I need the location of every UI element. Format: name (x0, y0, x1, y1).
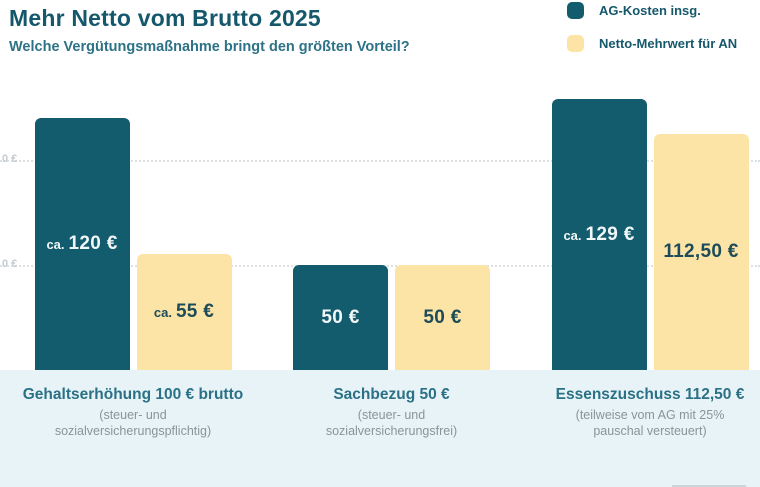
bar-value-number: 50 € (423, 306, 462, 328)
gridline-100-eur (0, 160, 760, 162)
approx-prefix: ca. (563, 227, 582, 243)
bar-netto-mehrwert-group-3: 112,50 € (653, 134, 749, 370)
bar-netto-mehrwert-group-1: ca. 55 € (136, 254, 232, 370)
category-title: Gehaltserhöhung 100 € brutto (22, 386, 244, 403)
approx-prefix: ca. (46, 237, 65, 252)
category-note: (steuer- und (357, 408, 426, 422)
bar-value-label: ca. 120 € (46, 233, 117, 255)
cropped-watermark (672, 485, 746, 487)
y-tick-label-cropped: 0 € (2, 153, 18, 166)
page-title: Mehr Netto vom Brutto 2025 (9, 5, 321, 31)
approx-prefix: ca. (153, 305, 172, 320)
bar-value-number: 50 € (321, 306, 360, 328)
bar-value-label: 50 € (423, 307, 461, 329)
category-label-group-2: Sachbezug 50 € (steuer- und sozialversiche… (257, 386, 527, 439)
category-title: Sachbezug 50 € (333, 386, 450, 403)
legend-item-ag-kosten: AG-Kosten insg. (567, 2, 737, 19)
legend-item-netto-mehrwert: Netto-Mehrwert für AN (567, 35, 737, 52)
legend-swatch-dark-icon (567, 2, 584, 19)
plot-area: 0 € 0 € ca. 120 € ca. 55 €50 €50 € ca. 129 €1… (0, 99, 760, 370)
bar-value-label: 112,50 € (663, 241, 738, 263)
legend-label: AG-Kosten insg. (599, 3, 701, 18)
category-title: Essenszuschuss 112,50 € (555, 386, 745, 403)
bar-netto-mehrwert-group-2: 50 € (395, 265, 490, 370)
category-note: (teilweise vom AG mit 25% (575, 408, 725, 422)
bar-value-label: 50 € (321, 307, 359, 329)
bar-value-label: ca. 129 € (563, 224, 634, 246)
page-subtitle: Welche Vergütungsmaßnahme bringt den grö… (9, 39, 410, 55)
bar-ag-kosten-group-2: 50 € (293, 265, 388, 370)
bar-value-label: ca. 55 € (154, 301, 214, 323)
category-note: sozialversicherungspflichtig) (54, 424, 212, 438)
bar-value-number: 112,50 € (663, 241, 739, 262)
category-note: (steuer- und (99, 408, 167, 422)
y-tick-label-cropped: 0 € (2, 258, 18, 271)
legend: AG-Kosten insg. Netto-Mehrwert für AN (567, 2, 737, 68)
bar-ag-kosten-group-3: ca. 129 € (551, 99, 647, 370)
category-footer-band: Gehaltserhöhung 100 € brutto (steuer- und… (0, 370, 760, 487)
bar-ag-kosten-group-1: ca. 120 € (34, 118, 130, 370)
category-label-group-3: Essenszuschuss 112,50 € (teilweise vom AG… (515, 386, 760, 439)
category-note: pauschal versteuert) (593, 424, 707, 438)
bar-value-number: 55 € (175, 301, 215, 322)
category-label-group-1: Gehaltserhöhung 100 € brutto (steuer- und… (0, 386, 268, 439)
legend-swatch-yellow-icon (567, 35, 584, 52)
legend-label: Netto-Mehrwert für AN (599, 36, 738, 51)
category-note: sozialversicherungsfrei) (325, 424, 458, 438)
bar-value-number: 120 € (68, 233, 118, 254)
bar-value-number: 129 € (585, 223, 635, 245)
